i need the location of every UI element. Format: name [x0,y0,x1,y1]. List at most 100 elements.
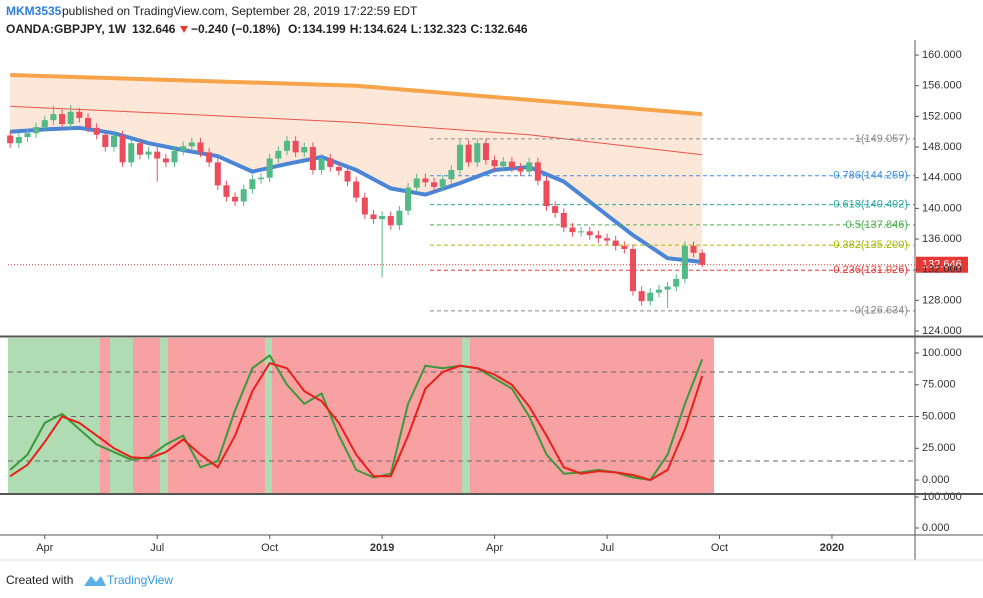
candle-body [206,152,213,163]
zone-green [265,338,272,493]
candle-body [318,158,325,171]
candle-body [612,240,619,246]
oscillator-line [9,354,704,482]
candle-body [327,158,334,167]
candle-body [240,189,247,202]
candle-body [154,151,161,159]
y-tick-label: 75.000 [922,379,956,391]
candle-body [162,158,169,163]
candle-body [344,170,351,182]
candle-body [673,278,680,287]
candle-body [275,150,282,159]
y-tick-label: 140.000 [922,202,962,214]
ohlc-label: C: [471,22,484,36]
candle-body [41,120,48,128]
user: MKM3535 [6,4,62,18]
candle-body [508,161,515,168]
candle-body [431,182,438,187]
y-tick-label: 0.000 [922,474,950,486]
candle-body [387,216,394,226]
candle-body [266,158,273,178]
y-tick-label: 160.000 [922,49,962,61]
candle-body [604,238,611,241]
x-tick-label: 2019 [370,542,394,554]
published: published on TradingView.com, September … [62,4,418,18]
zone-green [160,338,168,493]
candle-body [439,179,446,187]
plot-layer: 1(149.057) 0.786(144.259) 0.618(140.492) 0.… [7,49,968,554]
x-tick-label: 2020 [820,542,844,554]
candle-body [534,162,541,181]
y-tick-label: 128.000 [922,294,962,306]
last-price-label: 132.646 [922,259,962,271]
candle-body [223,185,230,197]
down-arrow [180,26,188,33]
candle-body [569,227,576,233]
candle-body [405,187,412,211]
candle-body [292,140,299,153]
candle-body [257,177,265,180]
candle-body [500,161,507,167]
candle-body [638,291,645,302]
candle-body [621,245,628,249]
candle-body [526,162,533,172]
candle-body [110,135,117,148]
fib-label: 0.5(137.846) [846,219,908,231]
candle-body [15,137,22,144]
y-tick-label: 100.000 [922,347,962,359]
candle-body [422,178,429,183]
y-tick-label: 156.000 [922,80,962,92]
fib-label: 0.786(144.259) [833,170,908,182]
symbol: OANDA:GBPJPY, 1W [6,22,127,36]
candle-body [145,151,152,155]
candle-body [301,147,308,153]
x-tick-label: Jul [600,542,614,554]
candle-body [456,144,464,171]
candle-body [474,143,481,163]
candle-body [413,178,420,188]
candle-body [214,162,221,186]
x-tick-label: Apr [486,542,503,554]
x-tick-label: Apr [36,542,53,554]
brand: TradingView [107,573,173,587]
candle-body [560,212,567,228]
candle-body [543,180,550,207]
x-tick-label: Oct [711,542,728,554]
ohlc-label: H: [350,22,363,36]
candle-body [232,196,239,202]
candle-body [188,142,195,147]
candle-body [681,245,688,279]
oscillator-zones [8,338,714,493]
candle-body [119,135,126,163]
ohlc-label: L: [411,22,422,36]
y-tick-label: 148.000 [922,141,962,153]
candle-body [552,206,559,213]
candle-body [76,111,83,118]
candle-body [128,143,135,163]
candle-body [664,286,671,290]
candle-body [595,235,602,239]
ohlc-value: 134.199 [302,22,346,36]
y-tick-label: 132.000 [922,264,962,276]
last-price-box [916,256,968,273]
candle-body [24,133,31,138]
candle-body [491,160,498,167]
candle-body [33,127,40,134]
ohlc-label: O: [288,22,301,36]
ohlc-value: 132.323 [423,22,467,36]
y-tick-label: 100.000 [922,491,962,503]
ohlc-header: O: 134.199 H: 134.624 L: 132.323 C: 132.646 [288,22,528,36]
candle-body [465,144,472,163]
ohlc-value: 132.646 [484,22,528,36]
created-with: Created with [6,573,73,587]
ohlc-value: 134.624 [363,22,407,36]
candle-body [578,231,585,233]
candle-body [647,292,654,302]
logo [84,576,106,586]
fib-label: 0.236(131.926) [833,264,908,276]
y-tick-label: 152.000 [922,110,962,122]
last-price: 132.646 [132,22,176,36]
candle-body [102,134,109,148]
